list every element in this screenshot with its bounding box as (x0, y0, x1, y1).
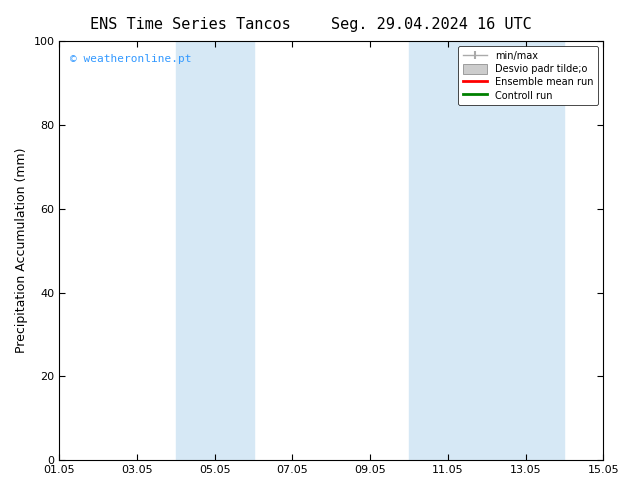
Legend: min/max, Desvio padr tilde;o, Ensemble mean run, Controll run: min/max, Desvio padr tilde;o, Ensemble m… (458, 46, 598, 105)
Bar (176, 41, 254, 460)
Text: Seg. 29.04.2024 16 UTC: Seg. 29.04.2024 16 UTC (331, 17, 531, 32)
Y-axis label: Precipitation Accumulation (mm): Precipitation Accumulation (mm) (15, 148, 28, 353)
Text: © weatheronline.pt: © weatheronline.pt (70, 53, 192, 64)
Bar (409, 41, 564, 460)
Text: ENS Time Series Tancos: ENS Time Series Tancos (90, 17, 290, 32)
